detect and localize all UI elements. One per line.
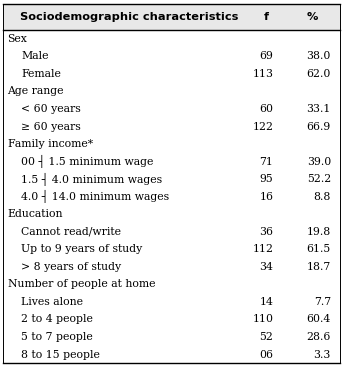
Text: Number of people at home: Number of people at home: [8, 279, 155, 290]
Text: 38.0: 38.0: [307, 51, 331, 61]
Text: %: %: [306, 12, 318, 22]
Text: Lives alone: Lives alone: [21, 297, 83, 307]
Text: 16: 16: [259, 192, 273, 202]
Bar: [3, 4, 340, 30]
Text: 39.0: 39.0: [307, 157, 331, 167]
Text: 5 to 7 people: 5 to 7 people: [21, 332, 93, 342]
Text: 113: 113: [252, 69, 273, 79]
Text: Sex: Sex: [8, 34, 27, 44]
Text: 3.3: 3.3: [314, 349, 331, 360]
Text: 60: 60: [259, 104, 273, 114]
Text: 52.2: 52.2: [307, 174, 331, 184]
Text: Cannot read/write: Cannot read/write: [21, 227, 121, 237]
Text: 8.8: 8.8: [314, 192, 331, 202]
Text: < 60 years: < 60 years: [21, 104, 81, 114]
Text: 62.0: 62.0: [307, 69, 331, 79]
Text: f: f: [263, 12, 268, 22]
Text: 36: 36: [259, 227, 273, 237]
Text: 60.4: 60.4: [307, 315, 331, 324]
Text: 61.5: 61.5: [307, 244, 331, 254]
Text: Sociodemographic characteristics: Sociodemographic characteristics: [20, 12, 239, 22]
Text: 4.0 ┤ 14.0 minimum wages: 4.0 ┤ 14.0 minimum wages: [21, 190, 169, 203]
Text: 95: 95: [260, 174, 273, 184]
Text: > 8 years of study: > 8 years of study: [21, 262, 121, 272]
Text: Education: Education: [8, 209, 63, 219]
Text: 69: 69: [260, 51, 273, 61]
Text: 28.6: 28.6: [307, 332, 331, 342]
Text: 71: 71: [260, 157, 273, 167]
Text: ≥ 60 years: ≥ 60 years: [21, 121, 81, 131]
Text: 1.5 ┤ 4.0 minimum wages: 1.5 ┤ 4.0 minimum wages: [21, 172, 162, 186]
Text: 33.1: 33.1: [307, 104, 331, 114]
Text: 2 to 4 people: 2 to 4 people: [21, 315, 93, 324]
Text: 34: 34: [260, 262, 273, 272]
Text: Female: Female: [21, 69, 61, 79]
Text: 14: 14: [260, 297, 273, 307]
Text: 66.9: 66.9: [307, 121, 331, 131]
Text: 18.7: 18.7: [307, 262, 331, 272]
Text: 00 ┤ 1.5 minimum wage: 00 ┤ 1.5 minimum wage: [21, 155, 154, 168]
Text: Male: Male: [21, 51, 49, 61]
Text: Age range: Age range: [8, 87, 64, 97]
Text: 8 to 15 people: 8 to 15 people: [21, 349, 100, 360]
Text: Family income*: Family income*: [8, 139, 93, 149]
Text: 110: 110: [252, 315, 273, 324]
Text: 122: 122: [252, 121, 273, 131]
Text: 112: 112: [252, 244, 273, 254]
Text: 52: 52: [260, 332, 273, 342]
Text: 7.7: 7.7: [314, 297, 331, 307]
Text: 06: 06: [259, 349, 273, 360]
Text: Up to 9 years of study: Up to 9 years of study: [21, 244, 142, 254]
Text: 19.8: 19.8: [307, 227, 331, 237]
